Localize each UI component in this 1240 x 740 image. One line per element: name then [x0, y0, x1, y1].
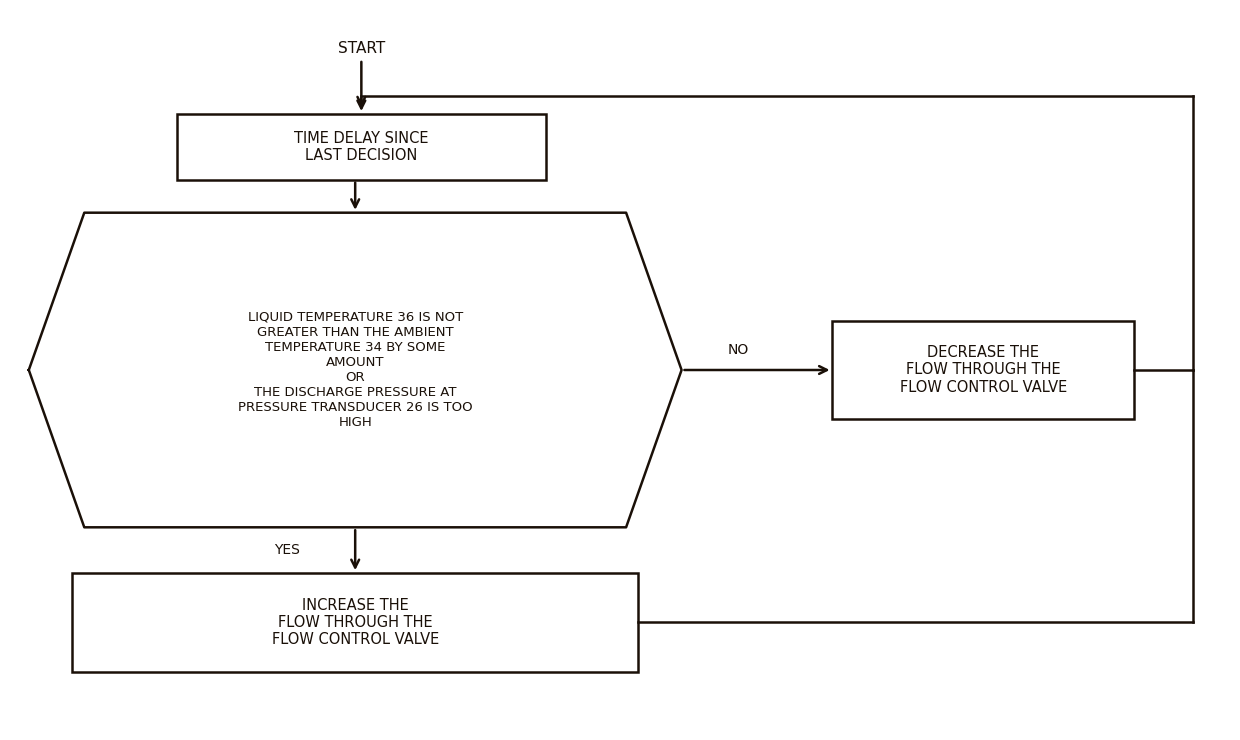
Text: DECREASE THE
FLOW THROUGH THE
FLOW CONTROL VALVE: DECREASE THE FLOW THROUGH THE FLOW CONTR… [900, 345, 1066, 395]
FancyBboxPatch shape [832, 320, 1135, 420]
Polygon shape [29, 212, 682, 528]
FancyBboxPatch shape [176, 114, 546, 180]
FancyBboxPatch shape [72, 573, 639, 672]
Text: TIME DELAY SINCE
LAST DECISION: TIME DELAY SINCE LAST DECISION [294, 131, 429, 163]
Text: INCREASE THE
FLOW THROUGH THE
FLOW CONTROL VALVE: INCREASE THE FLOW THROUGH THE FLOW CONTR… [272, 597, 439, 648]
Text: NO: NO [728, 343, 749, 357]
Text: START: START [337, 41, 384, 56]
Text: YES: YES [274, 543, 300, 557]
Text: LIQUID TEMPERATURE 36 IS NOT
GREATER THAN THE AMBIENT
TEMPERATURE 34 BY SOME
AMO: LIQUID TEMPERATURE 36 IS NOT GREATER THA… [238, 311, 472, 429]
